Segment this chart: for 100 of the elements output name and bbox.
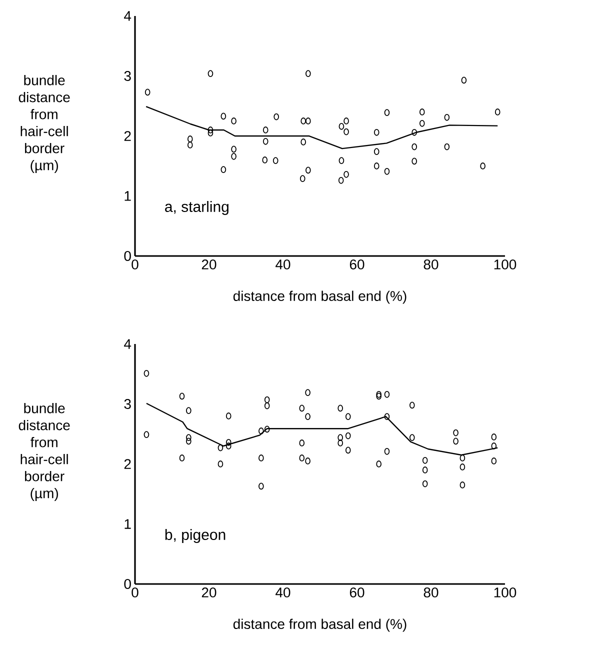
point [422, 456, 428, 464]
point [274, 113, 279, 120]
point [186, 407, 192, 414]
point [226, 442, 232, 450]
point [262, 138, 268, 145]
annotation: a, starling [165, 201, 228, 215]
point [345, 432, 351, 440]
point [374, 148, 380, 156]
annotation: b, pigeon [165, 529, 226, 543]
point [338, 434, 344, 442]
point [461, 76, 467, 84]
point [376, 392, 382, 400]
y-tick-label: 1 [124, 191, 131, 201]
point [374, 128, 380, 136]
point [187, 142, 193, 148]
point [299, 404, 305, 412]
point [338, 157, 344, 164]
y-tick-label: 2 [124, 131, 131, 141]
point [262, 126, 268, 134]
point [444, 114, 450, 121]
x-axis-title: distance from basal end (%) [233, 618, 406, 632]
point [376, 460, 382, 468]
point [272, 157, 278, 164]
point [179, 392, 185, 400]
y-tick-label: 1 [124, 519, 131, 529]
x-tick-label: 80 [424, 260, 438, 270]
y-axis-title: bundle distance from hair-cell border (µm) [18, 74, 70, 174]
point [300, 175, 306, 182]
x-tick-label: 100 [494, 260, 516, 270]
point [186, 438, 192, 445]
x-tick-label: 60 [350, 588, 364, 598]
point [374, 162, 380, 170]
point [226, 412, 232, 420]
point [419, 108, 425, 116]
point [258, 454, 264, 462]
point [344, 118, 349, 124]
point [299, 440, 305, 446]
point [306, 70, 311, 78]
point [460, 454, 466, 462]
point [384, 168, 390, 175]
x-tick-label: 80 [424, 588, 438, 598]
x-tick-label: 20 [202, 588, 216, 598]
x-tick-label: 100 [494, 588, 516, 598]
point [453, 438, 458, 445]
point [179, 454, 185, 462]
point [412, 158, 418, 165]
y-tick-label: 2 [124, 459, 131, 469]
y-tick-label: 3 [124, 71, 131, 81]
point [376, 390, 382, 398]
point [306, 166, 311, 174]
point [264, 426, 270, 433]
point [453, 429, 458, 436]
point [220, 112, 226, 120]
point [338, 440, 344, 446]
x-tick-label: 40 [276, 588, 290, 598]
point [491, 458, 497, 464]
point [412, 143, 418, 150]
point [144, 88, 150, 96]
point [300, 138, 306, 146]
point [258, 428, 264, 434]
point [345, 413, 351, 420]
point [460, 482, 466, 488]
point [208, 70, 214, 78]
point [460, 464, 466, 470]
point [305, 389, 310, 396]
x-tick-label: 0 [132, 588, 138, 598]
point [305, 413, 310, 420]
point [384, 390, 390, 398]
point [300, 118, 306, 124]
point [208, 130, 214, 136]
point [422, 466, 428, 474]
line-series [146, 106, 498, 150]
point [208, 126, 214, 134]
point [338, 176, 344, 184]
point [231, 118, 236, 124]
point [220, 166, 226, 174]
point [491, 434, 497, 440]
y-axis-title: bundle distance from hair-cell border (µm) [18, 402, 70, 502]
point [218, 460, 224, 468]
x-tick-label: 0 [132, 260, 138, 270]
point [186, 434, 192, 442]
point [384, 413, 390, 420]
x-tick-label: 60 [350, 260, 364, 270]
y-tick-label: 4 [124, 339, 132, 349]
point [412, 128, 418, 136]
point [384, 109, 390, 116]
x-tick-label: 40 [276, 260, 290, 270]
point [344, 128, 349, 136]
point [226, 438, 232, 446]
y-tick-label: 0 [124, 579, 131, 589]
point [262, 156, 268, 164]
point [344, 170, 349, 178]
point [422, 480, 428, 488]
point [345, 446, 351, 454]
point [144, 370, 150, 377]
point [409, 402, 415, 409]
point [187, 136, 193, 142]
point [444, 143, 450, 150]
point [338, 404, 344, 412]
point [231, 152, 236, 160]
